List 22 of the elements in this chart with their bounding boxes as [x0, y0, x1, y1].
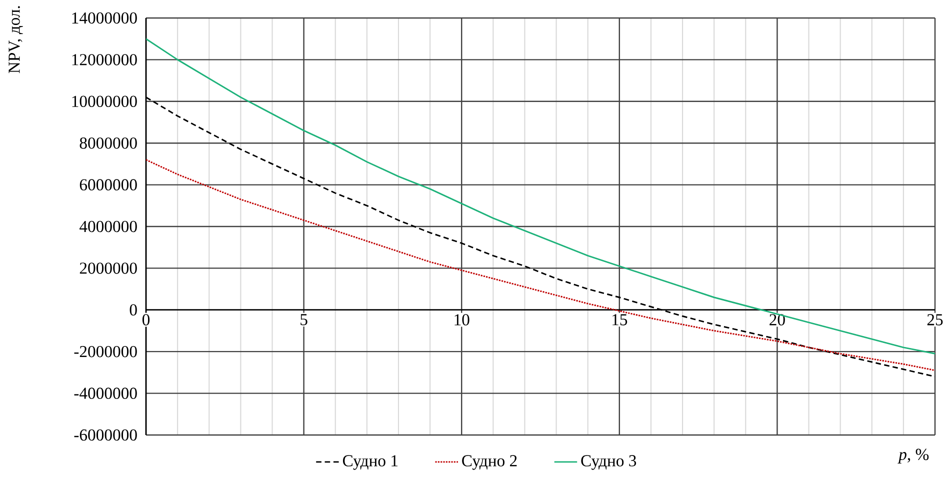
x-tick-label: 20	[770, 314, 785, 326]
y-tick-label: 4000000	[80, 220, 137, 232]
x-tick-label: 15	[612, 314, 628, 326]
legend-label: Судно 1	[342, 455, 398, 470]
y-tick-label: 10000000	[72, 96, 137, 108]
y-tick-label: 0	[130, 304, 137, 316]
x-tick-label: 0	[142, 314, 150, 326]
y-tick-label: 2000000	[80, 262, 137, 274]
y-tick-label: -4000000	[74, 388, 137, 399]
x-tick-label: 10	[454, 314, 470, 326]
y-tick-label: 8000000	[80, 137, 137, 149]
x-tick-label: 25	[927, 314, 943, 326]
y-tick-label: 6000000	[80, 179, 137, 190]
x-tick-label: 5	[300, 314, 308, 326]
legend-label: Судно 3	[581, 455, 636, 470]
y-tick-label: -6000000	[74, 429, 137, 441]
y-tick-label: -2000000	[74, 346, 137, 358]
y-tick-label: 12000000	[72, 54, 137, 66]
legend-label: Судно 2	[462, 455, 517, 470]
y-axis-title: NPV, дол.	[8, 6, 23, 74]
x-axis-title: p, %	[898, 448, 929, 464]
y-tick-label: 14000000	[72, 12, 137, 24]
